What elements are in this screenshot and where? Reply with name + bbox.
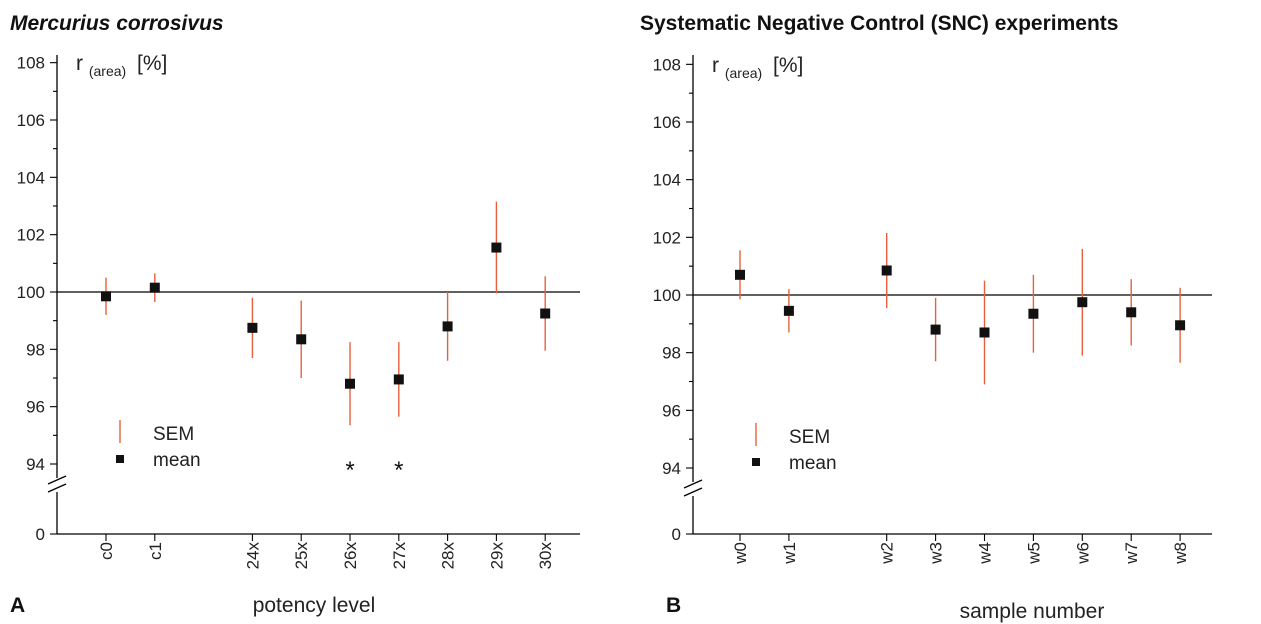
panel-a-x-tick-label: 24x: [243, 542, 262, 570]
panel-a-xlabel: potency level: [253, 594, 376, 617]
panel-a-y-tick-label: 98: [26, 340, 45, 359]
panel-b-axis-break: [683, 487, 703, 497]
panel-b-x-tick-label: w2: [878, 542, 897, 565]
panel-b-x-tick-label: w8: [1171, 542, 1190, 565]
panel-b-xlabel: sample number: [960, 600, 1105, 623]
panel-a-y-tick-label: 100: [17, 283, 45, 302]
panel-a-x-tick-label: c0: [97, 542, 116, 560]
panel-a-mean-point: [101, 291, 111, 302]
panel-a-axis-break: [47, 475, 67, 485]
panel-a-x-tick-label: c1: [146, 542, 165, 560]
panel-b-mean-point: [930, 324, 941, 335]
panel-a-mean-point: [393, 374, 404, 385]
panel-a-mean-point: [296, 334, 307, 345]
panel-b-ylabel: r (area) [%]: [712, 54, 803, 83]
panel-a-y-tick-label: 106: [17, 111, 45, 130]
panel-b-mean-point: [881, 265, 892, 276]
panel-a-legend: SEM mean: [116, 420, 201, 471]
panel-b-y-tick-label: 100: [653, 286, 681, 305]
panel-b-x-tick-label: w1: [780, 542, 799, 565]
panel-a-axis-break: [47, 483, 67, 493]
panel-a-ylabel-main: r: [76, 52, 83, 75]
panel-b-mean-point: [735, 269, 745, 280]
panel-b-chart: Systematic Negative Control (SNC) experi…: [640, 12, 1212, 623]
panel-b-x-tick-label: w0: [731, 542, 750, 565]
panel-a-axes: 108 106 104 102 100 98 96 94 0 c0 c1 24x 25x 26x 27x 28…: [17, 54, 580, 570]
panel-b-x-tick-label: w4: [976, 542, 995, 565]
panel-a-ylabel-sub: (area): [89, 63, 126, 79]
panel-b-legend: SEM mean: [752, 423, 837, 474]
panel-a-y-tick-label: 108: [17, 54, 45, 73]
panel-a-mean-point: [345, 378, 355, 389]
panel-a-x-tick-label: 25x: [292, 542, 311, 570]
panel-b-y-tick-label: 108: [653, 55, 681, 74]
legend-mean-icon: [116, 455, 124, 463]
panel-b-y-tick-label: 102: [653, 228, 681, 247]
panel-b-mean-point: [979, 327, 990, 338]
panel-b-marks: [735, 233, 1186, 385]
panel-b-mean-point: [1077, 297, 1088, 308]
panel-b-y-tick-label: 104: [653, 171, 681, 190]
panel-b-x-tick-label: w5: [1024, 542, 1043, 565]
panel-b-x-tick-label: w7: [1122, 542, 1141, 565]
panel-a-y-tick-label: 94: [26, 455, 45, 474]
panel-a-x-tick-label: 27x: [390, 542, 409, 570]
panel-a-y-tick-label: 104: [17, 168, 45, 187]
panel-b-title: Systematic Negative Control (SNC) experi…: [640, 12, 1118, 35]
panel-a-x-tick-label: 26x: [341, 542, 360, 570]
panel-b-mean-point: [1175, 320, 1186, 331]
panel-b-letter: B: [666, 594, 681, 617]
panel-a-letter: A: [10, 594, 25, 617]
legend-sem-label: SEM: [153, 424, 194, 445]
panel-b-axes: 108 106 104 102 100 98 96 94 0 w0 w1 w2 w3 w4 w5 w6 w7 w8: [653, 55, 1212, 565]
panel-b-x-tick-label: w6: [1073, 542, 1092, 565]
panel-b-y-tick-label: 94: [662, 459, 681, 478]
panel-b-ylabel-unit: [%]: [773, 54, 803, 77]
panel-a-significance-marker: *: [394, 457, 403, 484]
panel-a-mean-point: [491, 242, 502, 253]
panel-b-mean-point: [1126, 307, 1137, 318]
panel-a-x-tick-label: 28x: [439, 542, 458, 570]
panel-a-x-tick-label: 29x: [487, 542, 506, 570]
panel-b-y-tick-label: 96: [662, 401, 681, 420]
panel-a-chart: Mercurius corrosivus A potency level r (…: [10, 12, 580, 617]
legend-sem-label: SEM: [789, 427, 830, 448]
panel-a-mean-point: [442, 321, 453, 332]
panel-a-y-tick-label: 0: [36, 525, 45, 544]
panel-b-mean-point: [783, 305, 794, 316]
panel-a-significance-marker: *: [345, 457, 354, 484]
panel-a-x-tick-label: 30x: [536, 542, 555, 570]
panel-a-title: Mercurius corrosivus: [10, 12, 224, 35]
panel-a-y-tick-label: 96: [26, 398, 45, 417]
panel-a-ylabel-unit: [%]: [137, 52, 167, 75]
panel-a-marks: * *: [101, 201, 551, 484]
panel-b-x-tick-label: w3: [927, 542, 946, 565]
legend-mean-label: mean: [153, 450, 201, 471]
panel-b-ylabel-sub: (area): [725, 65, 762, 81]
legend-mean-icon: [752, 458, 760, 466]
legend-mean-label: mean: [789, 453, 837, 474]
panel-b-y-tick-label: 106: [653, 113, 681, 132]
panel-a-mean-point: [149, 282, 160, 293]
panel-a-mean-point: [540, 308, 551, 319]
panel-b-mean-point: [1028, 308, 1039, 319]
panel-a-mean-point: [247, 322, 258, 333]
panel-b-ylabel-main: r: [712, 54, 719, 77]
panel-a-ylabel: r (area) [%]: [76, 52, 167, 81]
panel-a-y-tick-label: 102: [17, 226, 45, 245]
panel-b-y-tick-label: 0: [672, 525, 681, 544]
panel-b-y-tick-label: 98: [662, 344, 681, 363]
panel-b-axis-break: [683, 479, 703, 489]
